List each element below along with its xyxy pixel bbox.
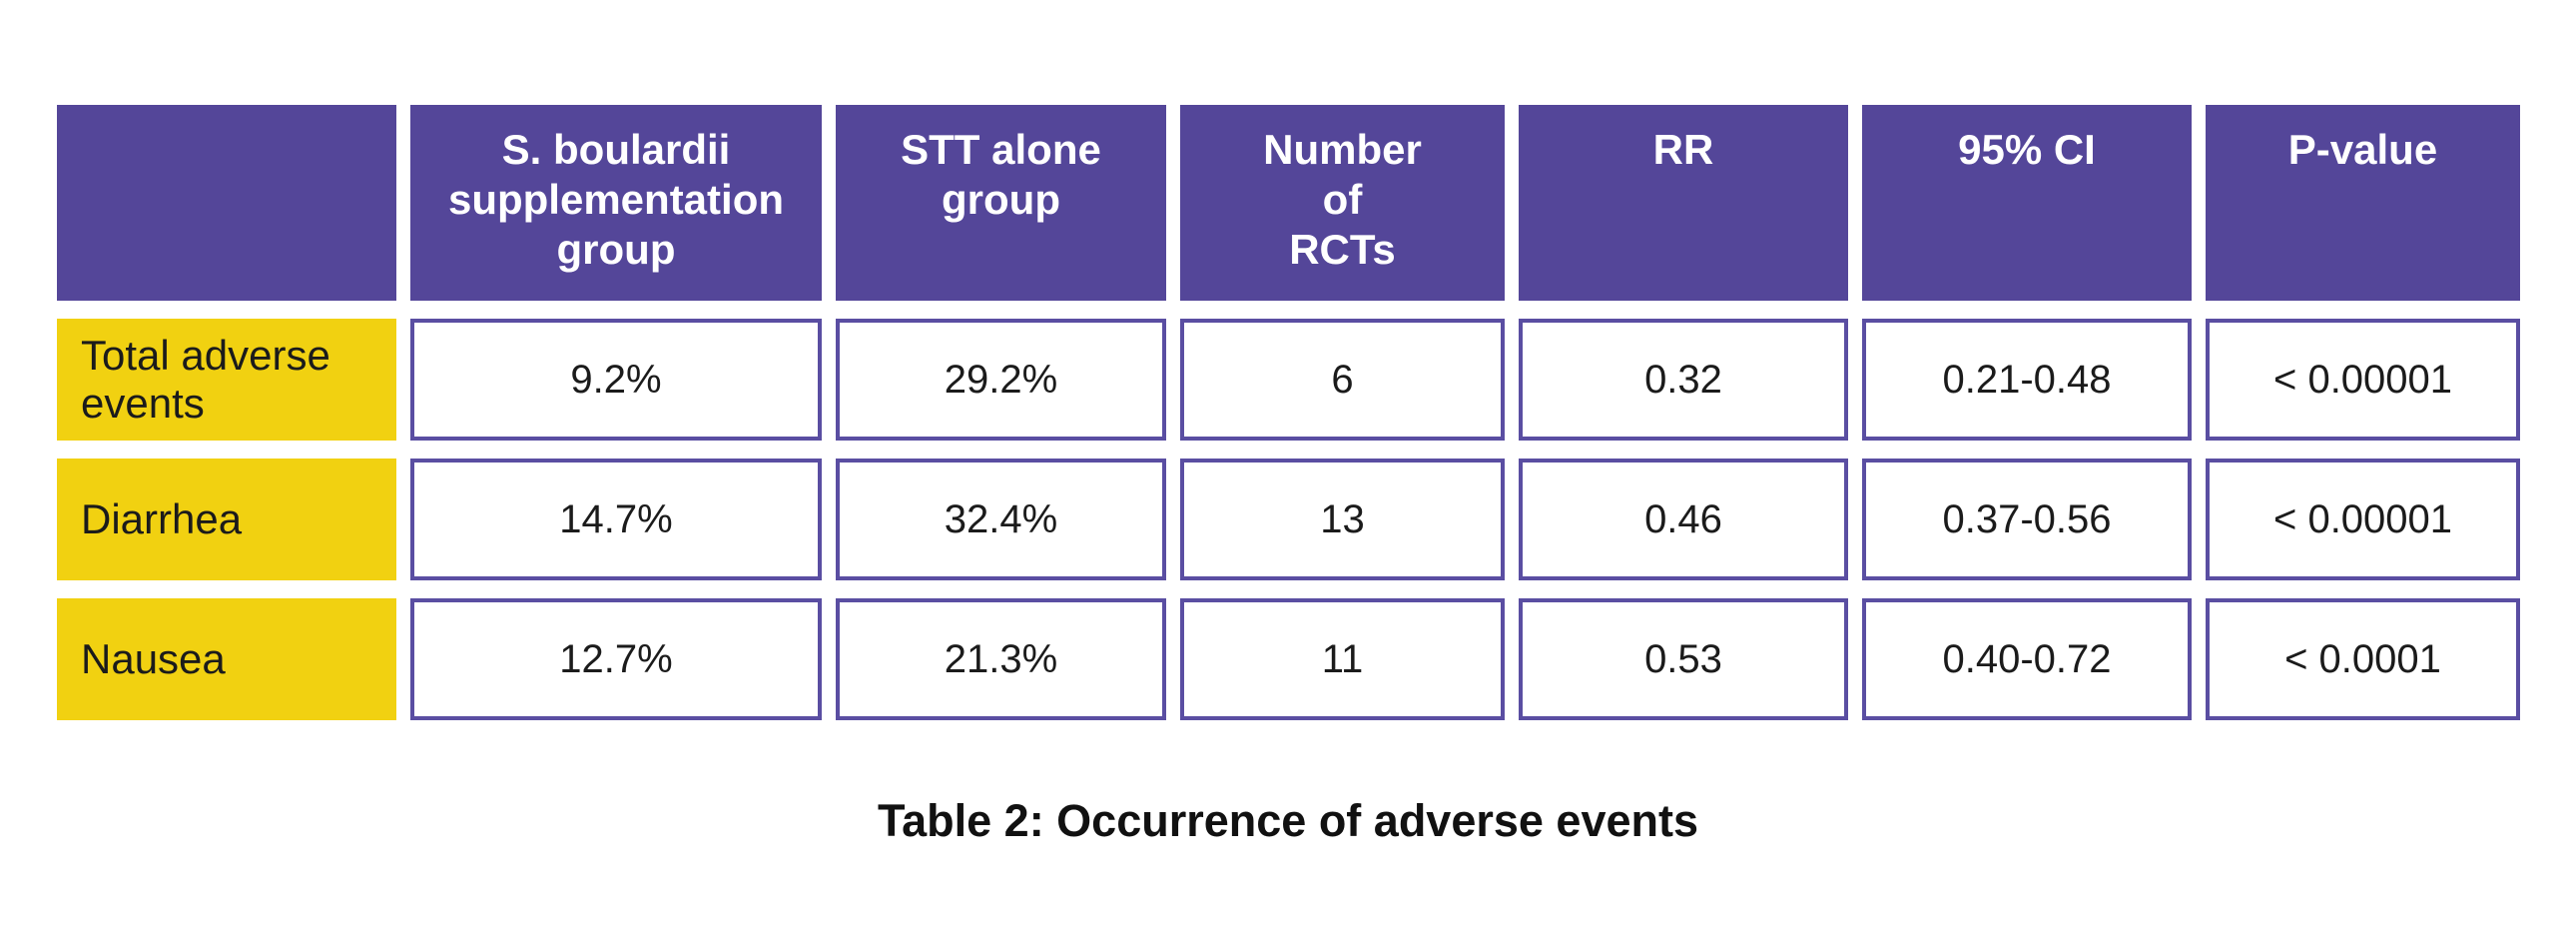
adverse-events-table: S. boulardii supplementation group STT a… xyxy=(57,105,2520,720)
cell-nausea-ci: 0.40-0.72 xyxy=(1862,598,2192,720)
cell-total-rr: 0.32 xyxy=(1519,319,1848,441)
cell-nausea-stt-pct: 21.3% xyxy=(836,598,1166,720)
cell-total-rcts: 6 xyxy=(1180,319,1505,441)
cell-nausea-rr: 0.53 xyxy=(1519,598,1848,720)
header-cell-empty xyxy=(57,105,396,301)
cell-nausea-rcts: 11 xyxy=(1180,598,1505,720)
cell-diarrhea-rr: 0.46 xyxy=(1519,459,1848,580)
cell-diarrhea-p-value: < 0.00001 xyxy=(2206,459,2520,580)
header-cell-number-of-rcts: Number of RCTs xyxy=(1180,105,1505,301)
table-caption: Table 2: Occurrence of adverse events xyxy=(877,795,1699,846)
header-cell-sboulardii-group: S. boulardii supplementation group xyxy=(410,105,822,301)
row-label-diarrhea: Diarrhea xyxy=(57,459,396,580)
header-cell-rr: RR xyxy=(1519,105,1848,301)
header-cell-p-value: P-value xyxy=(2206,105,2520,301)
row-label-nausea: Nausea xyxy=(57,598,396,720)
cell-total-p-value: < 0.00001 xyxy=(2206,319,2520,441)
cell-diarrhea-sboulardii-pct: 14.7% xyxy=(410,459,822,580)
cell-diarrhea-ci: 0.37-0.56 xyxy=(1862,459,2192,580)
header-cell-95-ci: 95% CI xyxy=(1862,105,2192,301)
cell-diarrhea-rcts: 13 xyxy=(1180,459,1505,580)
cell-nausea-p-value: < 0.0001 xyxy=(2206,598,2520,720)
row-label-total-adverse-events: Total adverse events xyxy=(57,319,396,441)
header-cell-stt-alone-group: STT alone group xyxy=(836,105,1166,301)
cell-diarrhea-stt-pct: 32.4% xyxy=(836,459,1166,580)
cell-total-stt-pct: 29.2% xyxy=(836,319,1166,441)
cell-nausea-sboulardii-pct: 12.7% xyxy=(410,598,822,720)
cell-total-ci: 0.21-0.48 xyxy=(1862,319,2192,441)
cell-total-sboulardii-pct: 9.2% xyxy=(410,319,822,441)
